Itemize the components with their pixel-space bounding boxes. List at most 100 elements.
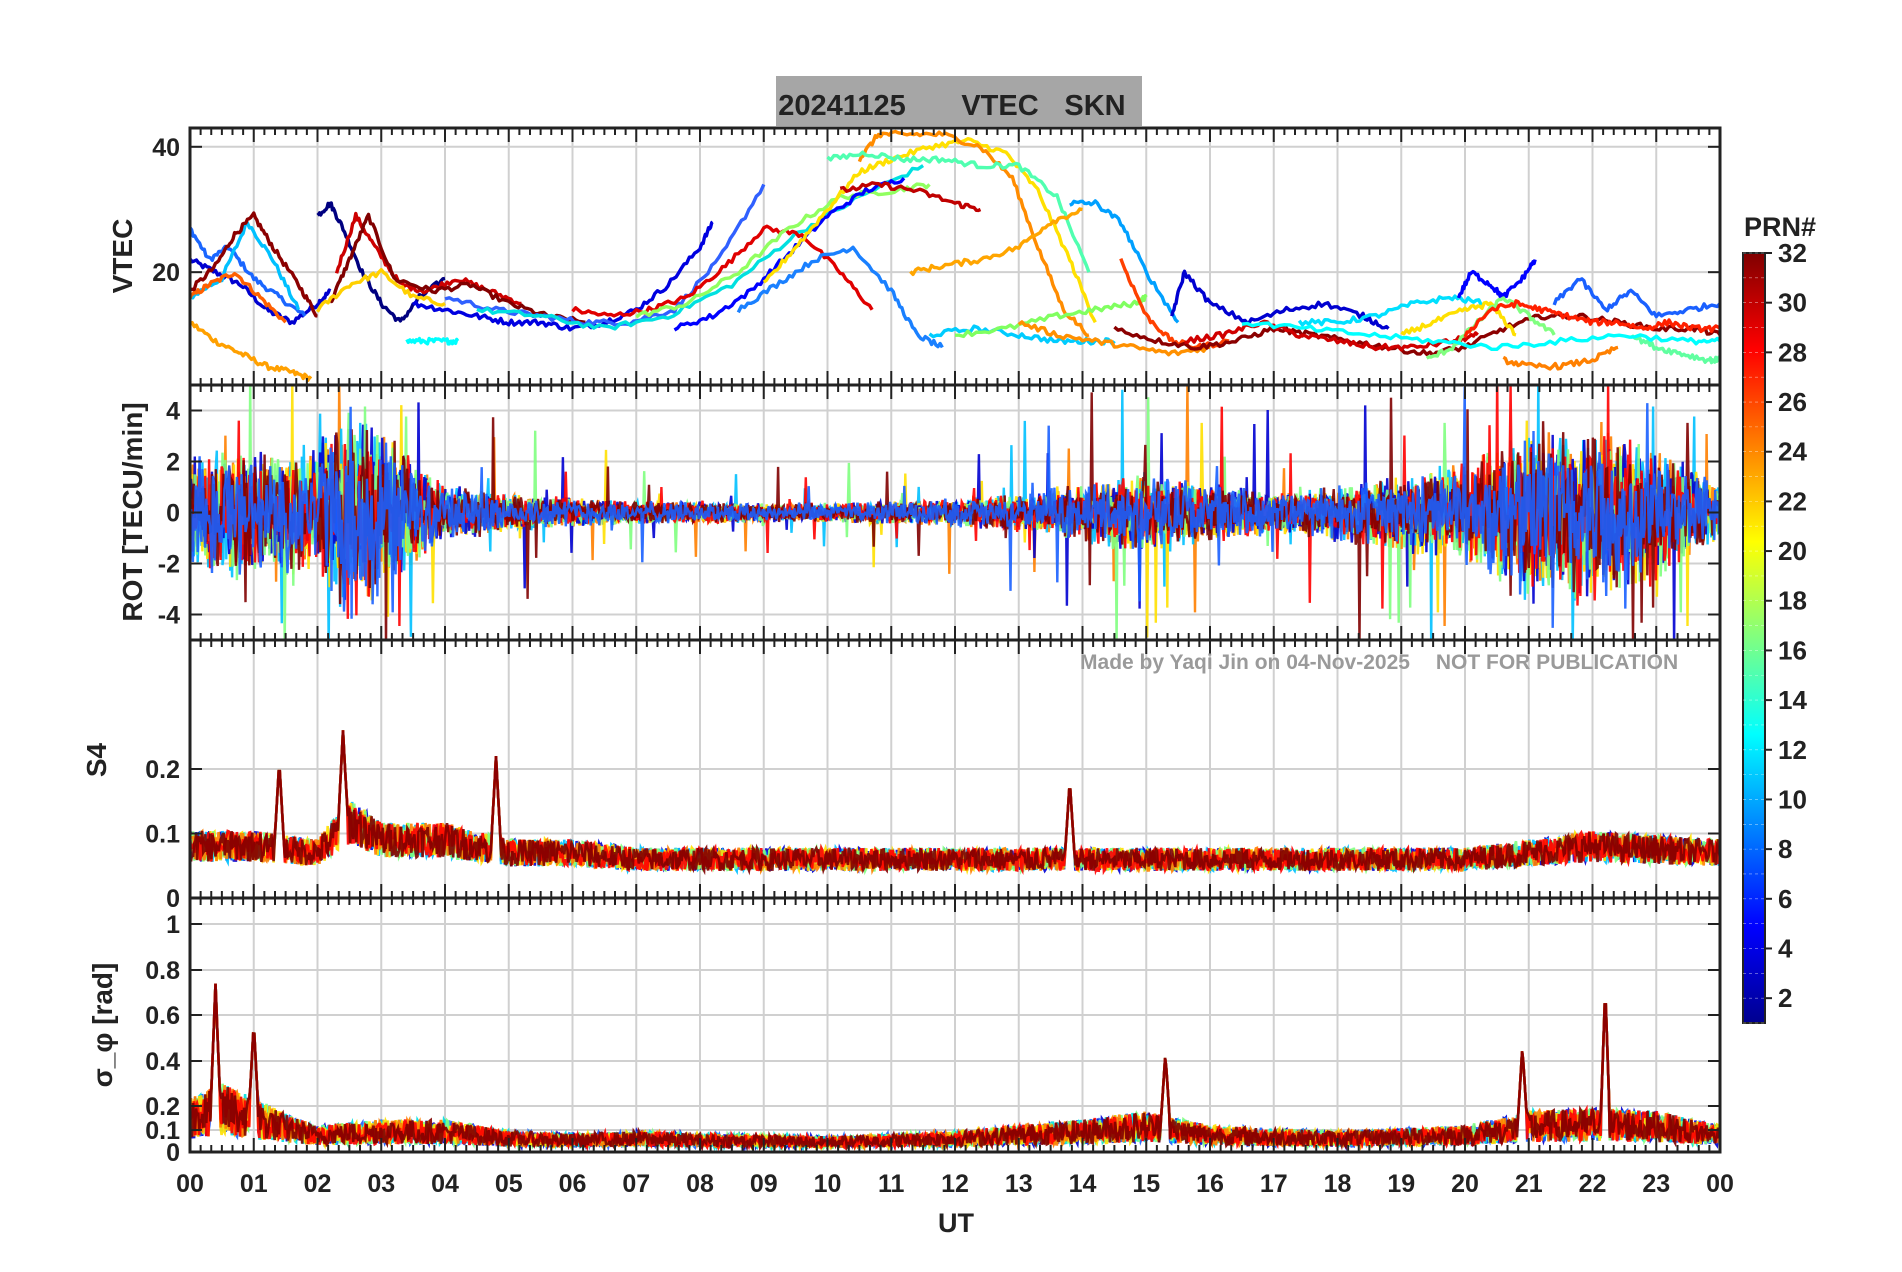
title-station: SKN <box>1064 90 1125 122</box>
colorbar-tick-label: 16 <box>1778 635 1807 665</box>
vtec-traces <box>190 129 1720 383</box>
s4-axis-label: S4 <box>81 742 112 777</box>
vtec-series-line <box>1552 277 1720 319</box>
vtec-series-line <box>857 129 1090 338</box>
y-tick-label: -2 <box>158 551 180 579</box>
watermark-author: Made by Yaqi Jin on 04-Nov-2025 <box>1080 651 1410 674</box>
x-tick-label: 08 <box>686 1170 714 1198</box>
y-tick-label: 0 <box>166 885 180 913</box>
y-tick-label: 0.6 <box>145 1002 180 1030</box>
x-tick-label: 10 <box>814 1170 842 1198</box>
x-tick-label: 20 <box>1451 1170 1479 1198</box>
x-tick-label: 02 <box>304 1170 332 1198</box>
y-tick-label: 4 <box>166 398 180 426</box>
y-tick-label: 2 <box>166 449 180 477</box>
vtec-series-line <box>405 336 460 346</box>
x-tick-label: 11 <box>878 1170 905 1198</box>
colorbar-tick-label: 22 <box>1778 486 1807 516</box>
y-tick-label: 0.1 <box>145 1117 180 1145</box>
vtec-series-line <box>330 212 586 324</box>
colorbar-tick-label: 30 <box>1778 288 1807 318</box>
vtec-series-line <box>444 183 766 327</box>
colorbar-tick-label: 2 <box>1778 983 1792 1013</box>
x-tick-label: 12 <box>941 1170 969 1198</box>
y-tick-label: 0 <box>166 500 180 528</box>
y-tick-label: 0.8 <box>145 957 180 985</box>
x-tick-label: 21 <box>1515 1170 1543 1198</box>
vtec-series-line <box>673 176 906 332</box>
title-banner <box>776 76 1142 126</box>
watermark-notice: NOT FOR PUBLICATION <box>1436 651 1678 674</box>
x-tick-label: 19 <box>1387 1170 1415 1198</box>
x-tick-label: 14 <box>1069 1170 1097 1198</box>
s4-series-line <box>190 730 1720 876</box>
x-tick-label: 17 <box>1260 1170 1288 1198</box>
vtec-axis-label: VTEC <box>107 219 138 294</box>
vtec-series-line <box>762 137 1097 324</box>
colorbar-tick-label: 12 <box>1778 735 1807 765</box>
vtec-series-line <box>736 245 944 349</box>
vtec-series-line <box>1241 321 1720 351</box>
vtec-series-line <box>909 207 1083 277</box>
vtec-series-line <box>1119 258 1230 351</box>
colorbar-tick-label: 10 <box>1778 784 1807 814</box>
vtec-series-line <box>1297 294 1486 327</box>
x-tick-label: 03 <box>367 1170 395 1198</box>
colorbar-tick-label: 14 <box>1778 685 1807 715</box>
vtec-series-line <box>955 294 1148 339</box>
y-tick-label: 0.2 <box>145 756 180 784</box>
colorbar-tick-label: 24 <box>1778 437 1807 467</box>
vtec-series-line <box>190 271 287 324</box>
x-tick-label: 15 <box>1132 1170 1160 1198</box>
title-date: 20241125 <box>778 90 905 122</box>
x-tick-label: 13 <box>1005 1170 1033 1198</box>
x-tick-label: 07 <box>622 1170 650 1198</box>
colorbar-tick-label: 8 <box>1778 834 1792 864</box>
vtec-series-line <box>1456 259 1537 299</box>
colorbar <box>1742 252 1766 1024</box>
x-tick-label: 01 <box>240 1170 268 1198</box>
vtec-series-line <box>826 150 1091 273</box>
vtec-series-line <box>571 224 874 318</box>
vtec-series-line <box>1069 199 1180 324</box>
x-tick-label: 04 <box>431 1170 459 1198</box>
rot-traces <box>190 385 1720 640</box>
x-tick-label: 00 <box>176 1170 204 1198</box>
vtec-series-line <box>839 181 982 213</box>
colorbar-tick-label: 26 <box>1778 387 1807 417</box>
x-tick-label: 16 <box>1196 1170 1224 1198</box>
x-axis-label: UT <box>938 1208 974 1238</box>
vtec-series-line <box>1502 345 1619 371</box>
x-tick-label: 23 <box>1642 1170 1670 1198</box>
y-tick-label: 20 <box>152 259 180 287</box>
colorbar-tick-label: 20 <box>1778 536 1807 566</box>
rot-series-line <box>190 386 1720 628</box>
x-tick-label: 22 <box>1579 1170 1607 1198</box>
colorbar-label: PRN# <box>1744 212 1816 242</box>
colorbar-tick-label: 6 <box>1778 884 1792 914</box>
y-tick-label: -4 <box>158 602 180 630</box>
vtec-series-line <box>190 211 318 318</box>
x-tick-label: 18 <box>1324 1170 1352 1198</box>
vtec-series-line <box>1629 334 1720 365</box>
x-tick-label: 06 <box>559 1170 587 1198</box>
x-tick-label: 05 <box>495 1170 523 1198</box>
y-tick-label: 0.2 <box>145 1093 180 1121</box>
vtec-series-line <box>1017 320 1211 357</box>
vtec-series-line <box>411 220 714 332</box>
colorbar-tick-label: 28 <box>1778 337 1807 367</box>
vtec-series-line <box>1170 269 1390 330</box>
vtec-series-line <box>1400 300 1517 337</box>
y-tick-label: 0 <box>166 1139 180 1167</box>
y-tick-label: 40 <box>152 134 180 162</box>
colorbar-tick-label: 18 <box>1778 586 1807 616</box>
vtec-series-line <box>1463 299 1720 338</box>
vtec-series-line <box>315 268 446 313</box>
s4-traces <box>190 730 1720 876</box>
y-tick-label: 0.4 <box>145 1048 180 1076</box>
vtec-series-line <box>635 182 931 319</box>
rot-axis-label: ROT [TECU/min] <box>117 402 148 621</box>
